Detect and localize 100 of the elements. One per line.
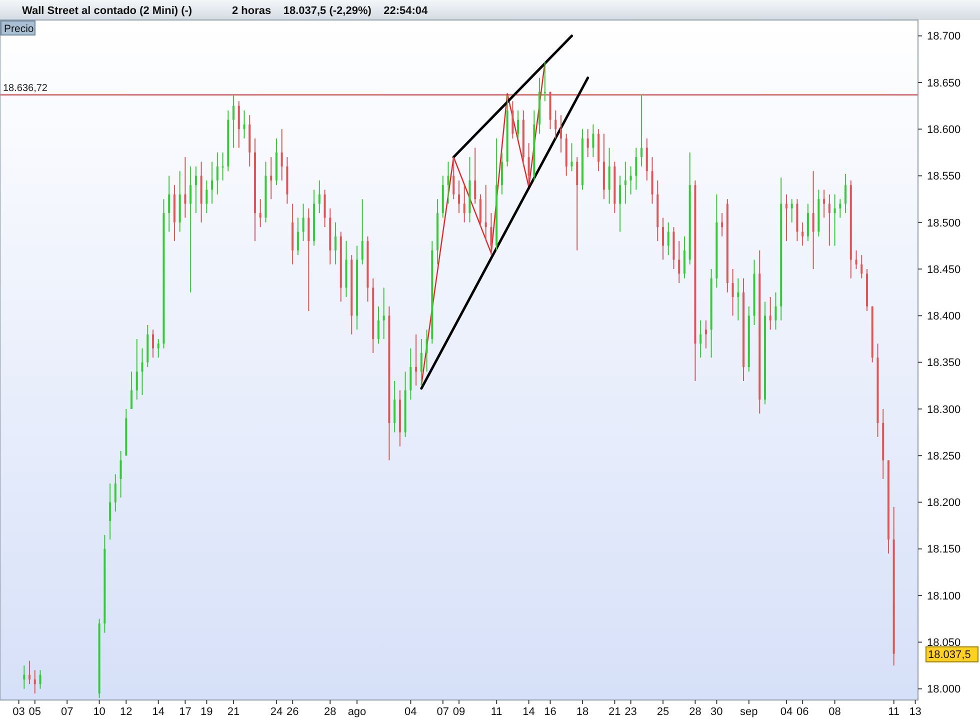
candlestick — [855, 250, 858, 270]
x-tick-label: 21 — [608, 706, 621, 718]
x-tick-label: 14 — [522, 706, 535, 718]
x-tick-label: 08 — [828, 706, 841, 718]
candlestick — [774, 292, 777, 330]
candlestick — [194, 166, 197, 214]
chart-title: Wall Street al contado (2 Mini) (-) — [22, 5, 192, 17]
ref-line-label: 18.636,72 — [3, 82, 48, 94]
candlestick — [394, 380, 396, 433]
candlestick — [222, 152, 224, 181]
candlestick — [823, 189, 826, 218]
candlestick — [382, 287, 385, 340]
y-tick-label: 18.350 — [927, 357, 961, 370]
y-tick-label: 18.500 — [927, 217, 961, 230]
candlestick — [812, 170, 814, 270]
candlestick — [683, 236, 686, 279]
candlestick — [834, 194, 836, 246]
candlestick — [844, 173, 847, 214]
candlestick — [130, 371, 133, 410]
x-tick-label: 11 — [490, 706, 502, 718]
candlestick — [152, 329, 154, 358]
candlestick — [785, 194, 788, 242]
candlestick — [206, 180, 208, 214]
x-tick-label: 07 — [60, 706, 74, 718]
candlestick — [479, 194, 482, 228]
y-tick-label: 18.250 — [927, 450, 961, 462]
y-tick-label: 18.400 — [927, 310, 961, 323]
candlestick — [630, 166, 632, 195]
candlestick — [452, 156, 455, 200]
candlestick — [296, 217, 299, 256]
x-tick-label: 04 — [404, 706, 417, 718]
candlestick — [270, 156, 272, 200]
candlestick — [662, 217, 664, 260]
x-tick-label: 26 — [286, 706, 299, 718]
candlestick — [554, 110, 557, 139]
candlestick — [737, 278, 740, 321]
x-tick-label: 25 — [656, 706, 670, 718]
x-tick-label: 04 — [780, 706, 793, 718]
candlestick — [120, 450, 122, 498]
x-tick-label: 09 — [452, 706, 466, 718]
x-tick-label: ago — [348, 706, 366, 718]
candlestick — [420, 338, 422, 386]
x-tick-label: sep — [740, 706, 758, 718]
candlestick — [136, 338, 138, 400]
x-tick-label: 18 — [576, 706, 589, 718]
x-tick-label: 19 — [200, 706, 213, 718]
candlestick — [608, 147, 610, 204]
x-tick-label: 03 — [12, 706, 25, 718]
candlestick — [619, 175, 622, 232]
candlestick — [377, 306, 380, 344]
x-tick-label: 23 — [624, 706, 637, 718]
candlestick — [839, 198, 842, 218]
x-tick-label: 28 — [689, 706, 702, 718]
y-tick-label: 18.050 — [927, 637, 961, 650]
candlestick — [667, 222, 670, 256]
candlestick — [790, 198, 793, 223]
candlestick — [114, 474, 116, 512]
candlestick — [216, 152, 218, 195]
candlestick — [560, 114, 562, 153]
y-tick-label: 18.200 — [927, 497, 961, 510]
candlestick — [500, 152, 503, 195]
candlestick — [640, 94, 643, 167]
candlestick — [512, 100, 514, 139]
candlestick — [238, 100, 240, 148]
candlestick — [211, 161, 214, 204]
candlestick — [259, 198, 262, 228]
y-tick-label: 18.100 — [927, 590, 961, 602]
candlestick — [732, 268, 734, 316]
candlestick — [474, 147, 476, 204]
x-tick-label: 17 — [179, 706, 192, 718]
candlestick — [28, 660, 31, 685]
candlestick — [184, 156, 186, 218]
candlestick — [324, 189, 326, 228]
candlestick — [410, 348, 412, 400]
x-tick-label: 24 — [270, 706, 283, 718]
y-tick-label: 18.700 — [927, 30, 961, 43]
x-tick-label: 12 — [120, 706, 132, 718]
candlestick — [157, 338, 160, 358]
text: 18.037,5 — [928, 648, 971, 661]
candlestick — [302, 203, 304, 242]
candlestick — [318, 180, 320, 214]
candlestick — [308, 208, 310, 312]
candlestick — [592, 124, 594, 158]
candlestick — [168, 175, 170, 232]
candlestick — [447, 161, 450, 204]
candlestick — [704, 320, 707, 349]
candlestick — [39, 670, 42, 690]
candlestick — [646, 138, 648, 181]
candlestick — [361, 198, 364, 265]
candlestick — [426, 329, 428, 372]
candlestick — [586, 128, 589, 158]
candlestick — [517, 110, 520, 139]
annotation: Precio — [4, 23, 34, 35]
candlestick — [651, 156, 654, 204]
x-tick-label: 10 — [93, 706, 106, 718]
x-tick-label: 06 — [796, 706, 809, 718]
candlestick — [190, 166, 192, 293]
candlestick — [109, 483, 112, 540]
y-tick-label: 18.000 — [927, 684, 961, 696]
candlestick — [490, 212, 492, 256]
